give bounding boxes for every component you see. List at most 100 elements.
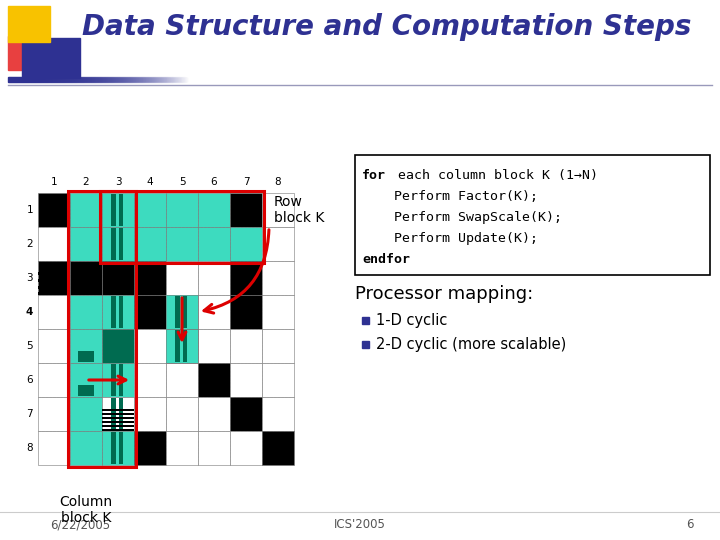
Bar xyxy=(179,77,180,82)
Bar xyxy=(40,77,41,82)
Bar xyxy=(133,77,134,82)
Bar xyxy=(43,77,44,82)
Text: for: for xyxy=(362,169,386,182)
Bar xyxy=(116,77,117,82)
Text: 8: 8 xyxy=(27,443,33,453)
Text: 5: 5 xyxy=(27,341,33,351)
Bar xyxy=(262,227,294,261)
Bar xyxy=(37,77,38,82)
Bar xyxy=(169,77,170,82)
Bar xyxy=(9,77,10,82)
Bar xyxy=(83,77,84,82)
Bar xyxy=(13,77,14,82)
Bar xyxy=(105,77,106,82)
Bar xyxy=(173,77,174,82)
Bar xyxy=(181,77,182,82)
Bar xyxy=(134,295,166,329)
Bar xyxy=(152,77,153,82)
Text: Row
block K: Row block K xyxy=(274,195,325,225)
Bar xyxy=(100,77,101,82)
Text: 6: 6 xyxy=(686,518,694,531)
Bar xyxy=(198,431,230,465)
Text: ICS'2005: ICS'2005 xyxy=(334,518,386,531)
Text: endfor: endfor xyxy=(362,253,410,266)
Bar xyxy=(23,77,24,82)
Bar xyxy=(175,296,180,328)
Bar xyxy=(149,77,150,82)
Bar xyxy=(183,296,187,328)
Text: 3: 3 xyxy=(114,177,121,187)
Bar xyxy=(38,272,70,275)
Bar xyxy=(77,77,78,82)
Bar xyxy=(355,155,710,275)
Bar xyxy=(25,77,26,82)
Bar xyxy=(119,330,123,362)
Text: 2-D cyclic (more scalable): 2-D cyclic (more scalable) xyxy=(376,338,566,353)
Bar xyxy=(70,227,102,261)
Bar xyxy=(183,296,187,328)
Bar xyxy=(30,77,31,82)
Bar xyxy=(100,191,264,263)
Bar xyxy=(184,77,185,82)
Bar xyxy=(65,77,66,82)
Bar xyxy=(115,77,116,82)
Bar xyxy=(111,228,116,260)
Text: 5: 5 xyxy=(179,177,185,187)
Bar xyxy=(125,77,126,82)
Bar xyxy=(161,77,162,82)
Bar xyxy=(81,77,82,82)
Bar xyxy=(94,77,95,82)
Bar xyxy=(109,77,110,82)
Bar xyxy=(166,329,198,363)
Bar xyxy=(166,431,198,465)
Bar xyxy=(114,77,115,82)
Bar xyxy=(38,193,70,227)
Bar xyxy=(183,330,187,362)
Bar xyxy=(38,227,70,261)
Text: Data Structure and Computation Steps: Data Structure and Computation Steps xyxy=(82,13,691,41)
Bar xyxy=(56,77,57,82)
Bar xyxy=(230,193,262,227)
Bar xyxy=(102,77,103,82)
Bar xyxy=(32,77,33,82)
Bar xyxy=(262,261,294,295)
Bar xyxy=(174,77,175,82)
Bar xyxy=(35,77,36,82)
Bar xyxy=(156,77,157,82)
Bar xyxy=(178,77,179,82)
Bar xyxy=(86,77,87,82)
Bar xyxy=(78,385,94,396)
Bar xyxy=(166,329,198,363)
Bar xyxy=(134,431,166,465)
Bar xyxy=(102,417,134,419)
Bar xyxy=(123,77,124,82)
Bar xyxy=(175,330,180,362)
Bar xyxy=(230,329,262,363)
Bar xyxy=(124,77,125,82)
Bar xyxy=(121,77,122,82)
Bar xyxy=(230,363,262,397)
Bar xyxy=(177,77,178,82)
Bar xyxy=(78,351,94,362)
Bar xyxy=(175,296,180,328)
Bar xyxy=(72,77,73,82)
Bar xyxy=(75,77,76,82)
Bar xyxy=(198,329,230,363)
Bar xyxy=(70,363,102,397)
Bar xyxy=(129,77,130,82)
Bar xyxy=(230,431,262,465)
Bar xyxy=(144,77,145,82)
Bar xyxy=(134,363,166,397)
Bar xyxy=(171,77,172,82)
Bar xyxy=(166,363,198,397)
Bar xyxy=(90,77,91,82)
Bar xyxy=(62,77,63,82)
Bar xyxy=(166,295,198,329)
Text: 7: 7 xyxy=(27,409,33,419)
Bar xyxy=(87,77,88,82)
Text: 4: 4 xyxy=(147,177,153,187)
Bar xyxy=(38,292,70,295)
Text: 6: 6 xyxy=(27,375,33,385)
Bar xyxy=(131,77,132,82)
Bar xyxy=(122,77,123,82)
